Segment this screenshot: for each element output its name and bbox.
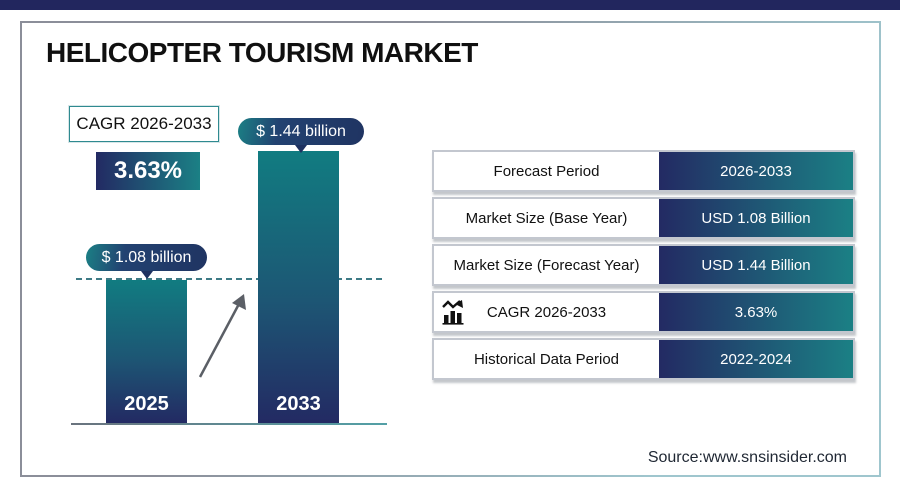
- row-label-text: Historical Data Period: [473, 350, 620, 368]
- content-frame: HELICOPTER TOURISM MARKET CAGR 2026-2033…: [20, 21, 881, 477]
- growth-arrow-icon: [198, 294, 246, 378]
- callout-pointer: [140, 271, 153, 279]
- table-row: CAGR 2026-2033 3.63%: [432, 291, 855, 333]
- table-row: Forecast Period 2026-2033: [432, 150, 855, 192]
- row-value: 3.63%: [659, 293, 853, 331]
- row-value: 2026-2033: [659, 152, 853, 190]
- row-label-text: Market Size (Base Year): [465, 209, 628, 227]
- source-text: Source:www.snsinsider.com: [647, 449, 847, 466]
- row-label-text: Market Size (Forecast Year): [453, 256, 640, 274]
- value-callout-2025: $ 1.08 billion: [86, 244, 207, 279]
- cagr-label-box: CAGR 2026-2033: [68, 105, 220, 143]
- reference-dashed-line: [76, 278, 382, 280]
- row-label: Forecast Period: [434, 152, 659, 190]
- bar-year-label: 2025: [124, 393, 169, 415]
- row-value: USD 1.44 Billion: [659, 246, 853, 284]
- bar-2033: 2033: [258, 151, 339, 423]
- cagr-value-badge: 3.63%: [96, 152, 200, 190]
- table-row: Market Size (Base Year) USD 1.08 Billion: [432, 197, 855, 239]
- row-label-text: Forecast Period: [493, 162, 600, 180]
- row-label: Historical Data Period: [434, 340, 659, 378]
- value-callout-2033: $ 1.44 billion: [238, 118, 364, 153]
- table-row: Market Size (Forecast Year) USD 1.44 Bill…: [432, 244, 855, 286]
- top-accent-bar: [0, 0, 900, 10]
- bar-chart: CAGR 2026-2033 3.63% 2025 $ 1.08 billion 2…: [22, 23, 452, 475]
- growth-chart-icon: [439, 297, 469, 327]
- row-label-text: CAGR 2026-2033: [486, 303, 607, 321]
- table-row: Historical Data Period 2022-2024: [432, 338, 855, 380]
- row-label: Market Size (Forecast Year): [434, 246, 659, 284]
- row-label: CAGR 2026-2033: [434, 293, 659, 331]
- row-value: 2022-2024: [659, 340, 853, 378]
- page-title: HELICOPTER TOURISM MARKET: [46, 37, 478, 68]
- x-axis-line: [71, 423, 387, 425]
- row-value: USD 1.08 Billion: [659, 199, 853, 237]
- callout-pointer: [295, 145, 307, 153]
- bar-2025: 2025: [106, 280, 187, 423]
- facts-table: Forecast Period 2026-2033 Market Size (Bas…: [432, 150, 855, 385]
- row-label: Market Size (Base Year): [434, 199, 659, 237]
- bar-year-label: 2033: [276, 393, 321, 415]
- cagr-label: CAGR 2026-2033: [76, 114, 212, 133]
